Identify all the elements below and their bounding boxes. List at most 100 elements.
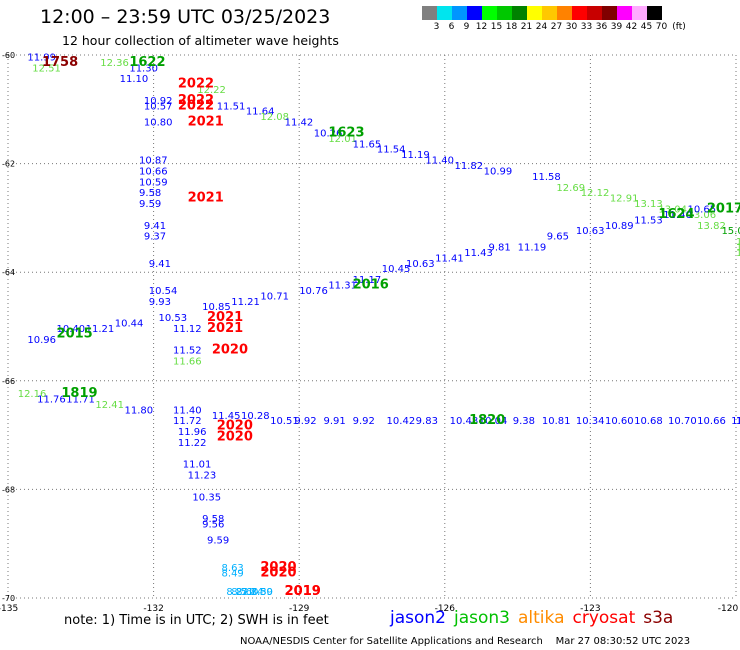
track-time-label: 1758	[42, 55, 78, 70]
legend-tick-label: 24	[535, 22, 548, 32]
wave-height-point: 11.10	[120, 74, 149, 85]
wave-height-point: 10.44	[115, 319, 144, 330]
wave-height-point: 11.01	[183, 460, 212, 471]
wave-height-point: 10.65	[687, 204, 716, 215]
wave-height-point: 9.92	[353, 416, 375, 427]
wave-height-point: 11.40	[173, 405, 202, 416]
legend-swatch	[632, 6, 647, 20]
satellite-jason2: jason2	[390, 608, 446, 628]
wave-height-point: 10.68	[634, 416, 663, 427]
legend-swatch	[467, 6, 482, 20]
wave-height-point: 13.82	[697, 221, 726, 232]
legend-tick-label: 12	[475, 22, 488, 32]
wave-height-point: 11.45	[212, 411, 241, 422]
track-time-label: 2021	[188, 115, 224, 130]
wave-height-point: 9.59	[139, 199, 161, 210]
wave-height-point: 13.13	[634, 199, 663, 210]
wave-height-point: 10.70	[668, 416, 697, 427]
wave-height-point: 8.30	[251, 587, 273, 598]
wave-height-point: 12.36	[100, 58, 129, 69]
wave-height-point: 10.81	[542, 416, 571, 427]
track-time-label: 2019	[285, 584, 321, 599]
y-tick-label: -60	[2, 51, 15, 60]
track-time-label: 1819	[61, 386, 97, 401]
y-tick-label: -68	[2, 485, 15, 494]
grid-lines: -135 -132 -129 -126 -123 -120 -60 -62 -64 -66 -68 -…	[0, 51, 738, 614]
wave-height-point: 11.52	[173, 346, 202, 357]
legend-tick-label: 42	[625, 22, 638, 32]
legend-tick-label: 18	[505, 22, 518, 32]
x-tick-label: -126	[435, 604, 456, 614]
wave-height-point: 11.71	[66, 395, 95, 406]
wave-height-point: 10.96	[27, 335, 56, 346]
wave-height-point: 10.60	[605, 416, 634, 427]
wave-height-point: 9.92	[294, 416, 316, 427]
wave-height-point: 13.06	[687, 210, 716, 221]
wave-height-point: 10.63	[576, 226, 605, 237]
legend-swatch	[557, 6, 572, 20]
x-tick-label: -132	[143, 604, 163, 614]
x-tick-label: -129	[289, 604, 310, 614]
track-time-label: 2017	[707, 201, 740, 216]
legend-swatch	[512, 6, 527, 20]
legend-tick-label: 45	[640, 22, 653, 32]
wave-height-point: 9.41	[144, 221, 166, 232]
track-time-label: 2016	[353, 277, 389, 292]
y-tick-label: -66	[2, 377, 15, 386]
track-time-label: 2022	[178, 93, 214, 108]
legend-swatch	[602, 6, 617, 20]
wave-height-point: 11.23	[188, 471, 217, 482]
wave-height-point: 9.41	[149, 259, 171, 270]
wave-height-point: 9.58	[139, 188, 161, 199]
wave-height-point: 12.22	[197, 85, 226, 96]
wave-height-point: 10.26	[314, 128, 343, 139]
track-time-label: 2020	[217, 430, 253, 445]
wave-height-point: 11.76	[37, 395, 66, 406]
wave-height-point: 11.99	[27, 52, 56, 63]
wave-height-point: 10.34	[576, 416, 605, 427]
wave-height-point: 12.01	[328, 134, 357, 145]
satellite-s3a: s3a	[643, 608, 674, 628]
wave-height-point: 9.93	[149, 297, 171, 308]
wave-height-point: 11.51	[217, 101, 246, 112]
wave-height-point: 14.44	[736, 242, 740, 253]
wave-height-point: 9.56	[202, 519, 224, 530]
credit-text: NOAA/NESDIS Center for Satellite Applica…	[240, 636, 543, 647]
wave-height-point: 9.58	[202, 514, 224, 525]
wave-height-point: 10.80	[144, 118, 173, 129]
legend-tick-label: 9	[463, 22, 470, 32]
legend-tick-label: 15	[490, 22, 503, 32]
wave-height-point: 10.54	[149, 286, 178, 297]
wave-height-point: 11.30	[129, 63, 158, 74]
wave-height-point: 10.57	[144, 101, 173, 112]
wave-height-point: 9.91	[323, 416, 345, 427]
legend-tick-label: 6	[448, 22, 455, 32]
legend-swatch	[572, 6, 587, 20]
wave-height-point: 11.66	[173, 357, 202, 368]
track-time-label: 2019	[285, 584, 321, 599]
wave-height-point: 9.37	[144, 232, 166, 243]
wave-height-point: 11.40	[425, 156, 454, 167]
wave-height-point: 11.19	[518, 242, 547, 253]
track-time-label: 2022	[178, 77, 214, 92]
wave-height-point: 11.21	[231, 297, 260, 308]
track-time-label: 1622	[129, 55, 165, 70]
track-time-label: 2021	[207, 321, 243, 336]
track-time-label: 2022	[178, 98, 214, 113]
wave-height-point: 11.31	[328, 280, 357, 291]
legend-swatch	[647, 6, 662, 20]
legend-unit: (ft)	[672, 22, 686, 32]
wave-height-point: 9.59	[207, 536, 229, 547]
wave-height-point: 12.41	[95, 400, 124, 411]
wave-height-point: 11.40	[663, 210, 692, 221]
wave-height-point: 12.69	[556, 183, 585, 194]
wave-height-point: 10.66	[697, 416, 726, 427]
track-time-label: 2021	[188, 191, 224, 206]
wave-height-point: 10.85	[202, 302, 231, 313]
wave-height-point: 10.53	[158, 313, 187, 324]
x-tick-label: -135	[0, 604, 18, 614]
legend-swatch	[617, 6, 632, 20]
